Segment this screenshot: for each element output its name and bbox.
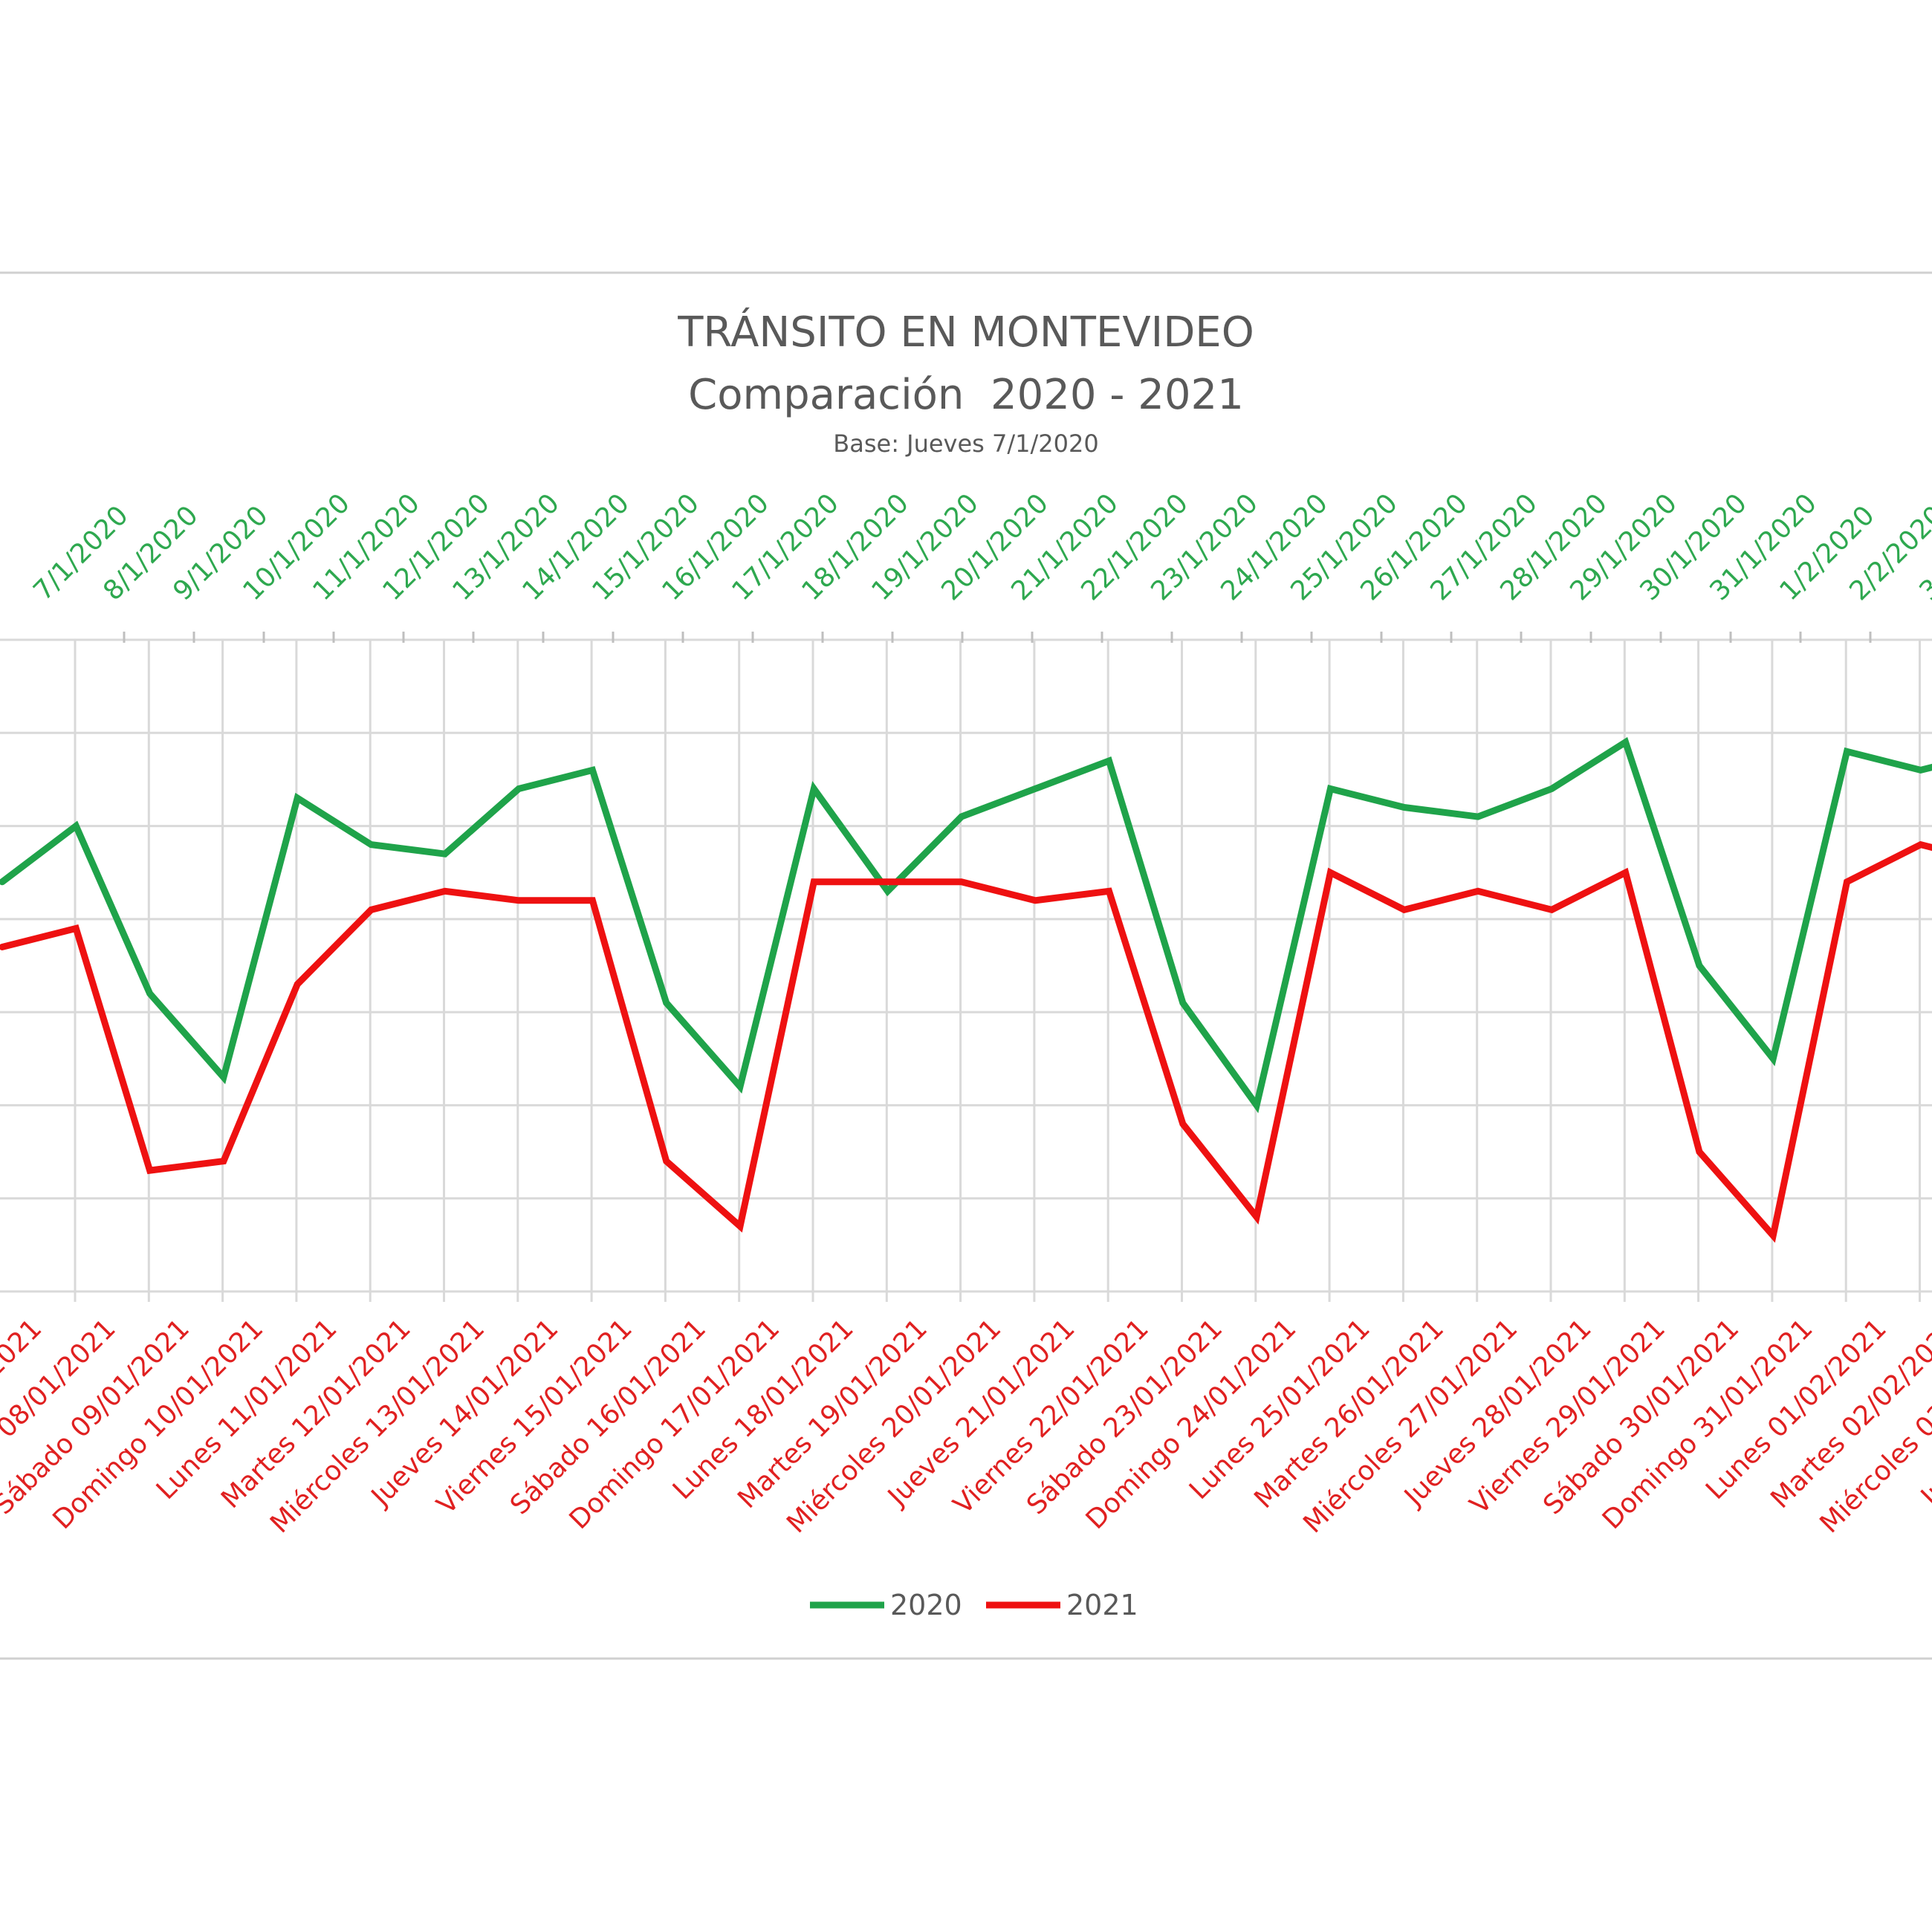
- data-point-2021: [1697, 1150, 1701, 1154]
- data-point-2021: [1329, 871, 1332, 875]
- data-point-2021: [369, 908, 373, 912]
- legend-item-2021: 2021: [986, 1589, 1138, 1621]
- chart-title: TRÁNSITO EN MONTEVIDEO: [677, 308, 1254, 357]
- legend: 2020 2021: [810, 1589, 1138, 1621]
- data-point-2020: [1181, 1001, 1184, 1005]
- grid: [0, 638, 1932, 1302]
- data-point-2021: [1034, 898, 1037, 902]
- data-point-2021: [1624, 871, 1627, 875]
- data-point-2020: [1919, 768, 1922, 772]
- data-point-2021: [739, 1225, 742, 1228]
- legend-item-2020: 2020: [810, 1589, 962, 1621]
- data-point-2021: [1771, 1234, 1775, 1237]
- data-point-2020: [517, 787, 521, 791]
- data-point-2020: [296, 796, 299, 800]
- data-point-2021: [664, 1159, 668, 1163]
- data-point-2021: [221, 1159, 225, 1163]
- data-point-2021: [1, 945, 4, 949]
- data-point-2021: [443, 889, 447, 893]
- data-point-2021: [296, 982, 299, 986]
- data-point-2020: [1034, 787, 1037, 791]
- data-point-2021: [591, 898, 594, 902]
- data-point-2021: [1181, 1122, 1184, 1126]
- data-point-2020: [221, 1075, 225, 1079]
- data-point-2020: [1771, 1057, 1775, 1060]
- data-point-2020: [1329, 787, 1332, 791]
- chart-note: Base: Jueves 7/1/2020: [833, 429, 1098, 458]
- data-point-2020: [369, 843, 373, 846]
- data-point-2020: [1255, 1103, 1259, 1107]
- data-point-2021: [1255, 1215, 1259, 1219]
- data-point-2020: [74, 824, 78, 828]
- data-point-2020: [1476, 815, 1479, 819]
- data-point-2021: [1476, 889, 1479, 893]
- data-point-2021: [148, 1169, 152, 1173]
- data-point-2021: [1107, 889, 1111, 893]
- data-point-2021: [886, 880, 889, 884]
- data-point-2020: [739, 1085, 742, 1089]
- data-point-2020: [959, 815, 963, 819]
- data-point-2020: [443, 852, 447, 856]
- data-point-2021: [1919, 843, 1922, 846]
- data-point-2020: [1402, 805, 1406, 809]
- data-point-2020: [1550, 787, 1554, 791]
- data-point-2020: [591, 768, 594, 772]
- data-point-2021: [1402, 908, 1406, 912]
- data-point-2021: [74, 927, 78, 930]
- data-point-2020: [1107, 759, 1111, 762]
- data-point-2020: [1624, 740, 1627, 744]
- data-point-2020: [148, 992, 152, 996]
- chart-subtitle: Comparación 2020 - 2021: [688, 371, 1244, 419]
- legend-label-2021: 2021: [1066, 1589, 1138, 1621]
- data-point-2021: [959, 880, 963, 884]
- data-point-2020: [1, 880, 4, 884]
- data-point-2020: [1845, 750, 1849, 753]
- data-point-2020: [886, 889, 889, 893]
- series-lines: [0, 736, 1932, 1243]
- series-line-2021: [0, 840, 1932, 1243]
- data-point-2021: [1845, 880, 1849, 884]
- legend-label-2020: 2020: [890, 1589, 962, 1621]
- data-point-2021: [812, 880, 816, 884]
- data-point-2021: [517, 898, 521, 902]
- data-point-2020: [664, 1001, 668, 1005]
- top-axis-ticks: 7/1/20208/1/20209/1/202010/1/202011/1/20…: [27, 488, 1932, 643]
- data-point-2021: [1550, 908, 1554, 912]
- data-point-2020: [812, 787, 816, 791]
- data-point-2020: [1697, 964, 1701, 967]
